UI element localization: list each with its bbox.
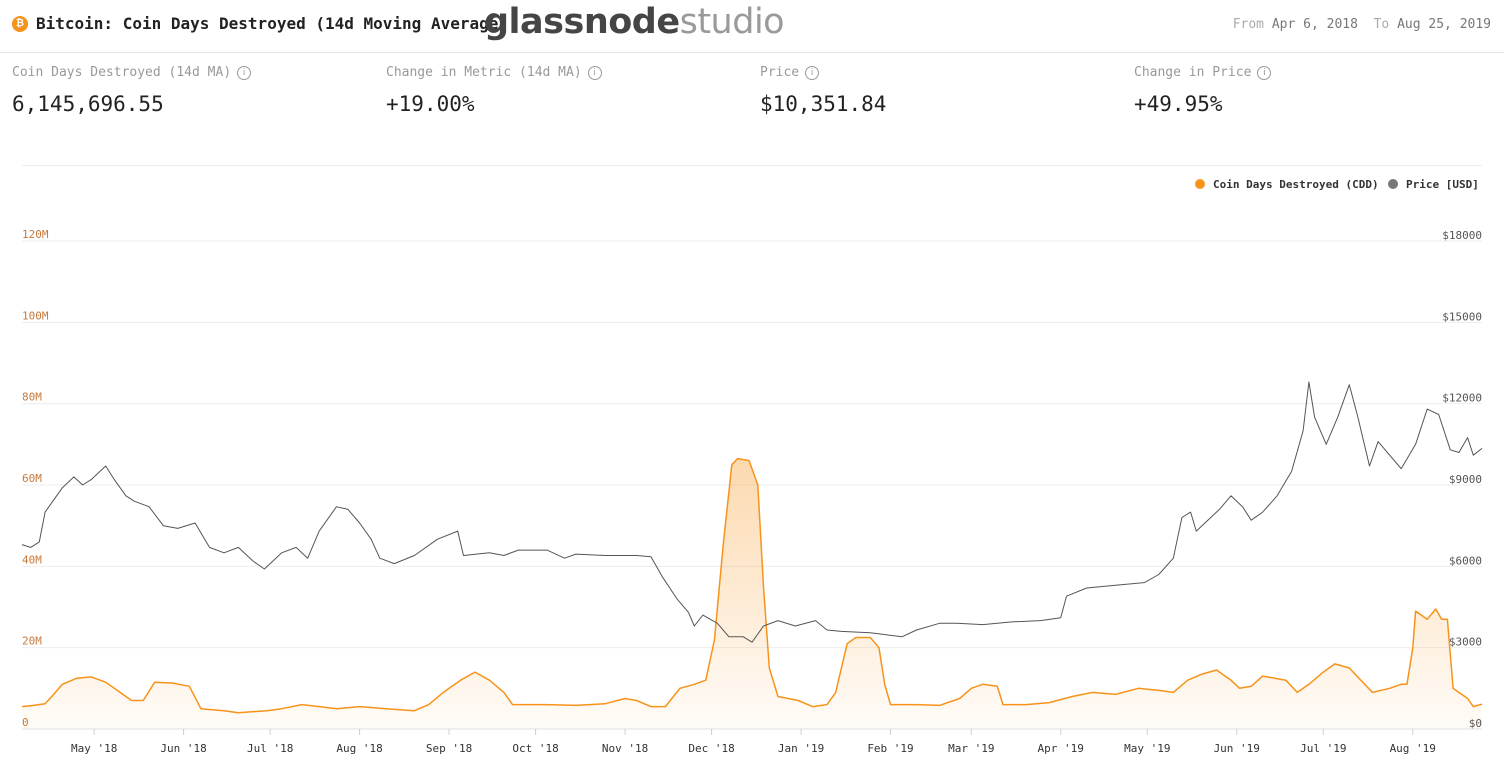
cdd-price-chart[interactable]: 020M40M60M80M100M120M $0$3000$6000$9000$… [0,166,1504,762]
info-icon[interactable]: i [1257,65,1272,80]
right-tick-label: $6000 [1449,554,1482,567]
legend[interactable]: Coin Days Destroyed (CDD) Price [USD] [1195,178,1479,191]
info-icon[interactable]: i [805,65,820,80]
left-tick-label: 20M [22,635,42,648]
left-axis: 020M40M60M80M100M120M [22,228,49,729]
price-line[interactable] [21,381,1483,643]
x-tick-label: May '19 [1124,742,1170,755]
brand-main: glassnode [484,2,680,42]
x-tick-label: May '18 [71,742,117,755]
metrics-row: Coin Days Destroyed (14d MA) i 6,145,696.… [0,65,1504,135]
brand-logo[interactable]: glassnodestudio [484,2,785,42]
x-axis: May '18 Jun '18 Jul '18 Aug '18 Sep '18 Oct '… [71,729,1436,755]
legend-cdd-marker [1195,179,1205,189]
to-label: To [1373,17,1390,32]
from-label: From [1232,17,1265,32]
legend-price-marker [1388,179,1398,189]
metric-price-change: Change in Price i +49.95% [1134,65,1494,116]
x-tick-label: Aug '18 [336,742,382,755]
right-tick-label: $12000 [1442,392,1482,405]
metric-value: +19.00% [386,92,475,116]
x-tick-label: Jul '19 [1300,742,1346,755]
x-tick-label: Jan '19 [778,742,824,755]
right-axis: $0$3000$6000$9000$12000$15000$18000 [1442,229,1482,730]
x-tick-label: Mar '19 [948,742,994,755]
header: ₿ Bitcoin: Coin Days Destroyed (14d Movi… [0,0,1504,53]
to-date[interactable]: Aug 25, 2019 [1397,17,1491,32]
right-tick-label: $9000 [1449,473,1482,486]
metric-value: 6,145,696.55 [12,92,164,116]
metric-label: Change in Metric (14d MA) [386,65,582,80]
right-tick-label: $15000 [1442,310,1482,323]
x-tick-label: Jun '18 [160,742,206,755]
legend-cdd-label[interactable]: Coin Days Destroyed (CDD) [1213,178,1379,191]
x-tick-label: Dec '18 [688,742,734,755]
date-range[interactable]: From Apr 6, 2018 To Aug 25, 2019 [1233,17,1491,32]
from-date[interactable]: Apr 6, 2018 [1271,17,1358,32]
x-tick-label: Aug '19 [1390,742,1436,755]
page-title: Bitcoin: Coin Days Destroyed (14d Moving… [36,14,509,33]
metric-change: Change in Metric (14d MA) i +19.00% [386,65,746,116]
cdd-line[interactable] [21,457,1483,714]
brand-sub: studio [679,2,785,42]
x-tick-label: Jun '19 [1214,742,1260,755]
x-tick-label: Jul '18 [247,742,293,755]
left-tick-label: 60M [22,472,42,485]
x-tick-label: Nov '18 [602,742,648,755]
left-tick-label: 100M [22,309,49,322]
divider [22,165,1482,166]
metric-cdd: Coin Days Destroyed (14d MA) i 6,145,696.… [12,65,372,116]
info-icon[interactable]: i [237,65,252,80]
metric-value: +49.95% [1134,92,1223,116]
metric-label: Price [760,65,800,80]
metric-price: Price i $10,351.84 [760,65,1120,116]
right-tick-label: $18000 [1442,229,1482,242]
right-tick-label: $3000 [1449,636,1482,649]
left-tick-label: 80M [22,391,42,404]
legend-price-label[interactable]: Price [USD] [1406,178,1479,191]
left-tick-label: 40M [22,553,42,566]
x-tick-label: Oct '18 [512,742,558,755]
info-icon[interactable]: i [587,65,602,80]
x-tick-label: Sep '18 [426,742,472,755]
x-tick-label: Apr '19 [1038,742,1084,755]
metric-label: Coin Days Destroyed (14d MA) [12,65,232,80]
left-tick-label: 120M [22,228,49,241]
series-layer [21,381,1483,729]
metric-value: $10,351.84 [760,92,887,116]
bitcoin-icon: ₿ [12,16,28,32]
cdd-area [22,458,1482,729]
metric-label: Change in Price [1134,65,1252,80]
x-tick-label: Feb '19 [867,742,913,755]
